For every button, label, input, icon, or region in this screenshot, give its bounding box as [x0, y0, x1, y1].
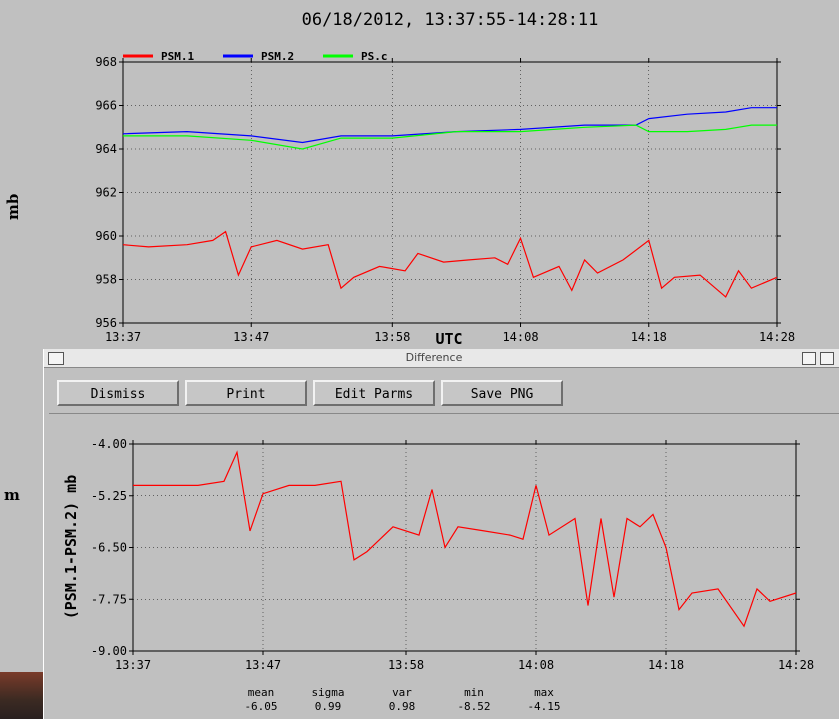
x-tick-label: 13:58	[374, 330, 410, 344]
main-gridlines	[122, 61, 778, 324]
stat-mean: mean -6.05	[244, 686, 278, 713]
y-tick-label: 962	[95, 186, 117, 200]
save-png-button[interactable]: Save PNG	[441, 380, 563, 406]
stat-max: max -4.15	[527, 686, 561, 713]
legend-label: PSM.1	[161, 50, 194, 63]
y-tick-label: 964	[95, 142, 117, 156]
series-line-psm-2	[122, 107, 777, 144]
series-line-ps-c	[123, 124, 777, 150]
x-tick-label: 14:28	[778, 658, 814, 672]
y-tick-label: 958	[95, 273, 117, 287]
difference-chart: -4.00 -5.25 -6.50 -7.75 -9.00 13:37 13:47 13:5…	[62, 437, 814, 672]
x-tick-label: 13:58	[388, 658, 424, 672]
series-line-psm-1-psm-2	[133, 450, 797, 628]
y-tick-label: -9.00	[91, 644, 127, 658]
y-tick-label: 960	[95, 229, 117, 243]
x-tick-label: 13:37	[105, 330, 141, 344]
y-tick-label: 966	[95, 99, 117, 113]
window-titlebar[interactable]: Difference	[44, 349, 839, 368]
stat-sigma: sigma 0.99	[311, 686, 345, 713]
x-tick-label: 14:18	[648, 658, 684, 672]
side-label: m	[4, 486, 20, 504]
legend-label: PS.c	[361, 50, 388, 63]
y-tick-label: -4.00	[91, 437, 127, 451]
main-y-ticks: 956 958 960 962 964 966 968	[95, 55, 781, 330]
y-tick-label: 956	[95, 316, 117, 330]
difference-gridlines	[132, 443, 797, 652]
x-tick-label: 14:08	[502, 330, 538, 344]
main-series	[122, 107, 778, 298]
edit-parms-button[interactable]: Edit Parms	[313, 380, 435, 406]
legend-label: PSM.2	[261, 50, 294, 63]
y-tick-label: -5.25	[91, 489, 127, 503]
main-x-axis-label: UTC	[435, 330, 462, 348]
difference-plot-frame	[132, 443, 797, 652]
difference-series	[133, 450, 797, 628]
stat-var: var 0.98	[388, 686, 416, 713]
dismiss-button[interactable]: Dismiss	[57, 380, 179, 406]
y-tick-label: 968	[95, 55, 117, 69]
main-legend: PSM.1 PSM.2 PS.c	[123, 50, 388, 63]
main-x-ticks: 13:37 13:47 13:58 14:08 14:18 14:28	[105, 58, 795, 344]
window-menu-icon[interactable]	[48, 352, 64, 365]
x-tick-label: 14:28	[759, 330, 795, 344]
difference-y-ticks: -4.00 -5.25 -6.50 -7.75 -9.00	[91, 437, 800, 658]
stat-min: min -8.52	[457, 686, 491, 713]
x-tick-label: 14:08	[518, 658, 554, 672]
difference-x-ticks: 13:37 13:47 13:58 14:08 14:18 14:28	[115, 440, 814, 672]
x-tick-label: 14:18	[631, 330, 667, 344]
maximize-icon[interactable]	[820, 352, 834, 365]
button-bar: Dismiss Print Edit Parms Save PNG	[49, 371, 839, 414]
minimize-icon[interactable]	[802, 352, 816, 365]
y-tick-label: -7.75	[91, 592, 127, 606]
x-tick-label: 13:37	[115, 658, 151, 672]
main-chart: PSM.1 PSM.2 PS.c 956 958 960 962 964 966 968 13:…	[95, 50, 795, 348]
print-button[interactable]: Print	[185, 380, 307, 406]
statistics-row: mean -6.05 sigma 0.99 var 0.98 min -8.52 max…	[0, 686, 839, 719]
series-line-psm-1	[122, 230, 778, 298]
plot-title: 06/18/2012, 13:37:55-14:28:11	[301, 10, 599, 30]
main-plot-frame	[122, 61, 778, 324]
y-tick-label: -6.50	[91, 541, 127, 555]
window-title: Difference	[405, 351, 463, 364]
difference-y-axis-label: (PSM.1-PSM.2) mb	[62, 475, 80, 620]
background-photo-fragment	[0, 672, 44, 719]
x-tick-label: 13:47	[233, 330, 269, 344]
x-tick-label: 13:47	[245, 658, 281, 672]
